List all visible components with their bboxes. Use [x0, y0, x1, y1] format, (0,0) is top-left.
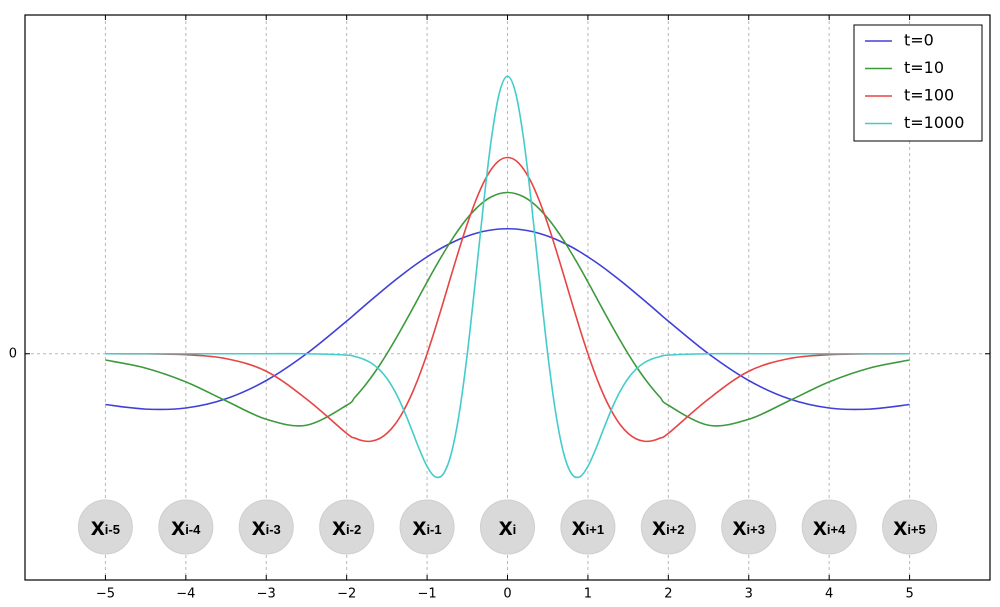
node-label-base: x	[413, 513, 427, 541]
legend-label: t=100	[904, 86, 954, 105]
series-line	[105, 75, 910, 479]
node-label-base: x	[893, 513, 907, 541]
x-tick-label: 0	[503, 587, 511, 602]
node-label-base: x	[252, 513, 266, 541]
node-label-sub: i-5	[105, 522, 120, 537]
series-line	[105, 191, 910, 427]
node-circle	[560, 499, 616, 555]
x-tick-label: −2	[337, 587, 356, 602]
node-circle	[480, 499, 535, 555]
node-label: xi-4	[171, 513, 201, 541]
node-label-sub: i+3	[746, 522, 764, 537]
x-tick-label: −1	[417, 587, 436, 602]
node-label: xi+2	[652, 513, 684, 541]
node-label-sub: i-3	[266, 522, 281, 537]
node-label: xi-1	[413, 513, 442, 541]
node-layer: xi-5 xi-4 xi-3 xi-2 xi-1 xi xi+1 xi+2 xi+3 xi+4 xi…	[77, 499, 938, 555]
node-label: xi+4	[813, 513, 846, 541]
node-circle	[158, 499, 214, 555]
node-label: xi-5	[91, 513, 120, 541]
legend-label: t=0	[904, 31, 934, 50]
node-label: xi+1	[572, 513, 604, 541]
node-label-base: x	[91, 513, 105, 541]
node-label-base: x	[813, 513, 827, 541]
node-label-sub: i+4	[827, 522, 846, 537]
node-label: xi+5	[893, 513, 925, 541]
node-label-sub: i+2	[666, 522, 684, 537]
node-label-sub: i	[513, 522, 517, 537]
x-tick-label: −5	[96, 587, 115, 602]
node-label: xi	[499, 513, 517, 541]
series-line	[105, 227, 910, 411]
node-label-sub: i-2	[346, 522, 361, 537]
x-tick-label: 3	[745, 587, 753, 602]
legend-label: t=1000	[904, 113, 964, 132]
node-circle	[721, 499, 777, 555]
node-label-base: x	[332, 513, 346, 541]
x-tick-label: −3	[257, 587, 276, 602]
node-label-sub: i+5	[907, 522, 925, 537]
line-layer	[105, 75, 910, 479]
node-label-base: x	[171, 513, 185, 541]
series-line	[105, 156, 910, 443]
axis-layer: −5 −4 −3 −2 −1 0 1 2 3 4 5 0	[9, 15, 990, 602]
node-label: xi+3	[733, 513, 765, 541]
grid-layer	[25, 15, 990, 580]
node-circle	[640, 499, 696, 555]
node-label-base: x	[733, 513, 747, 541]
x-tick-label: 5	[905, 587, 913, 602]
node-label-sub: i-4	[185, 522, 201, 537]
node-label-sub: i-1	[426, 522, 441, 537]
node-label: xi-2	[332, 513, 361, 541]
x-tick-label: 2	[664, 587, 672, 602]
y-tick-label: 0	[9, 346, 17, 361]
x-tick-label: 4	[825, 587, 833, 602]
legend-label: t=10	[904, 58, 944, 77]
node-label-base: x	[499, 513, 513, 541]
node-circle	[238, 499, 294, 555]
node-label: xi-3	[252, 513, 281, 541]
node-circle	[77, 499, 133, 555]
x-tick-label: −4	[176, 587, 195, 602]
node-circle	[882, 499, 938, 555]
node-label-base: x	[572, 513, 586, 541]
x-tick-label: 1	[584, 587, 592, 602]
node-circle	[399, 499, 455, 555]
legend-box	[853, 24, 983, 142]
node-circle	[319, 499, 375, 555]
node-label-sub: i+1	[586, 522, 604, 537]
legend: t=0 t=10 t=100 t=1000	[853, 24, 983, 142]
node-label-base: x	[652, 513, 666, 541]
node-circle	[801, 499, 857, 555]
